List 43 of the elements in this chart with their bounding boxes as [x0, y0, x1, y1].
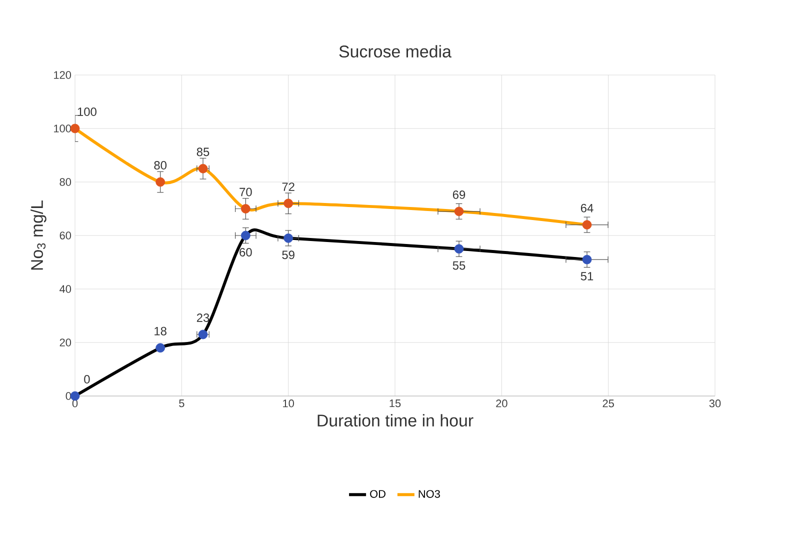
- legend-label: NO3: [418, 490, 440, 498]
- data-label: 70: [240, 188, 252, 196]
- x-tick-label: 25: [602, 400, 614, 408]
- x-tick-label: 20: [496, 400, 508, 408]
- data-label: 59: [282, 250, 294, 260]
- data-label: 0: [84, 375, 90, 384]
- y-tick-label: 100: [54, 124, 72, 132]
- point: [70, 124, 80, 134]
- point: [284, 198, 294, 208]
- data-label: 51: [580, 272, 594, 280]
- y-tick-label: 40: [60, 285, 72, 293]
- point: [582, 254, 592, 264]
- data-label: 55: [452, 261, 466, 270]
- data-label: 85: [196, 148, 210, 156]
- point: [240, 204, 250, 214]
- y-tick-label: 20: [60, 338, 72, 346]
- data-label: 69: [452, 190, 466, 199]
- x-tick-label: 15: [390, 400, 401, 408]
- data-label: 60: [240, 248, 252, 256]
- y-tick-label: 120: [54, 71, 72, 79]
- data-label: 23: [196, 314, 210, 322]
- chart-title: Sucrose media: [339, 45, 452, 58]
- x-tick-label: 5: [179, 400, 184, 408]
- legend-label: OD: [370, 490, 386, 498]
- point: [582, 220, 592, 230]
- data-label: 80: [154, 161, 167, 170]
- point: [284, 233, 294, 243]
- y-tick-label: 0: [66, 392, 72, 400]
- y-axis-title: No$_{3}$ mg/L: [30, 200, 46, 270]
- x-tick-label: 10: [283, 400, 294, 408]
- y-tick-label: 60: [60, 232, 72, 240]
- point: [454, 244, 464, 254]
- point: [454, 206, 464, 216]
- point: [240, 230, 250, 240]
- data-label: 100: [78, 108, 96, 116]
- x-tick-label: 30: [709, 400, 721, 408]
- x-axis-title: Duration time in hour: [318, 414, 474, 427]
- y-tick-label: 80: [60, 178, 72, 186]
- point: [156, 177, 166, 187]
- data-label: 72: [282, 182, 294, 191]
- data-label: 18: [154, 326, 166, 336]
- data-label: 64: [580, 204, 594, 212]
- point: [156, 343, 166, 353]
